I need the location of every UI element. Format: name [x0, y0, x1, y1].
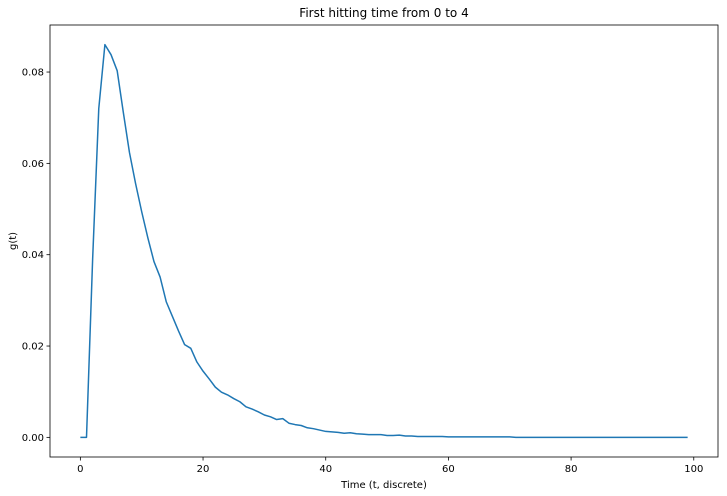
y-axis: 0.00 0.02 0.04 0.06 0.08 [22, 68, 50, 444]
x-axis: 0 20 40 60 80 100 [77, 457, 703, 475]
y-tick-label: 0.08 [22, 68, 44, 79]
x-tick-label: 0 [77, 464, 83, 475]
x-tick-label: 80 [565, 464, 578, 475]
series-line-0 [80, 43, 688, 439]
y-axis-label: g(t) [8, 232, 19, 250]
x-tick-label: 100 [684, 464, 703, 475]
x-axis-label: Time (t, discrete) [340, 480, 427, 491]
x-tick-label: 60 [442, 464, 455, 475]
chart-title: First hitting time from 0 to 4 [299, 6, 468, 20]
y-tick-label: 0.04 [22, 250, 44, 261]
plot-area [80, 43, 688, 439]
plot-frame [49, 24, 719, 458]
y-tick-label: 0.02 [22, 342, 44, 353]
y-tick-label: 0.00 [22, 433, 44, 444]
x-tick-label: 40 [319, 464, 332, 475]
x-tick-label: 20 [197, 464, 210, 475]
y-tick-label: 0.06 [22, 159, 44, 170]
